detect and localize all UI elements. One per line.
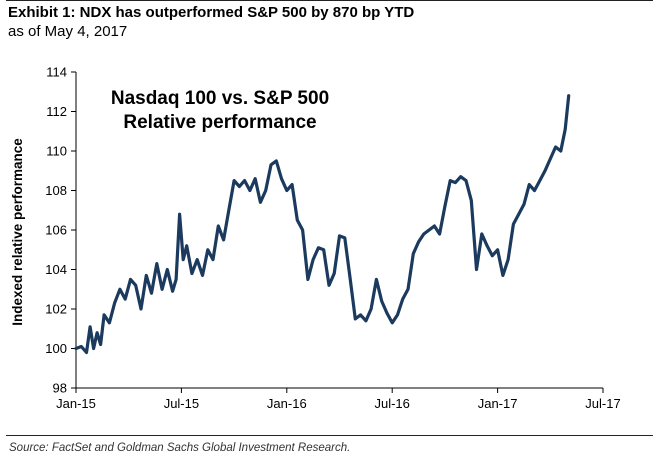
x-tick-label: Jan-16: [267, 396, 307, 411]
y-tick-label: 114: [46, 65, 67, 80]
x-tick-label: Jan-15: [56, 396, 96, 411]
source-note: Source: FactSet and Goldman Sachs Global…: [9, 442, 351, 454]
y-tick-label: 104: [45, 262, 67, 277]
x-tick-label: Jul-17: [585, 396, 620, 411]
y-tick-label: 108: [45, 183, 67, 198]
x-tick-label: Jul-16: [374, 396, 409, 411]
y-tick-label: 98: [53, 381, 67, 396]
series-layer: [74, 94, 571, 355]
bottom-rule: [6, 435, 653, 436]
y-tick-label: 112: [46, 104, 67, 119]
exhibit-date: as of May 4, 2017: [8, 23, 128, 40]
y-axis: 98 100 102 104 106 108 110 112 114: [45, 65, 77, 396]
x-tick-label: Jul-15: [164, 396, 199, 411]
chart-annotation-title: Nasdaq 100 vs. S&P 500: [111, 88, 329, 109]
y-tick-label: 102: [45, 302, 67, 317]
y-tick-label: 110: [46, 144, 67, 159]
chart-annotation-subtitle: Relative performance: [123, 112, 316, 133]
series-line-relative-performance: [74, 94, 571, 355]
exhibit-title: Exhibit 1: NDX has outperformed S&P 500 …: [8, 4, 415, 21]
top-rule: [6, 0, 653, 1]
x-tick-label: Jan-17: [478, 396, 518, 411]
y-tick-label: 106: [45, 223, 67, 238]
x-axis: Jan-15 Jul-15 Jan-16 Jul-16 Jan-17 Jul-17: [56, 387, 621, 411]
y-axis-label: Indexed relative performance: [10, 138, 25, 326]
y-tick-label: 100: [45, 341, 67, 356]
